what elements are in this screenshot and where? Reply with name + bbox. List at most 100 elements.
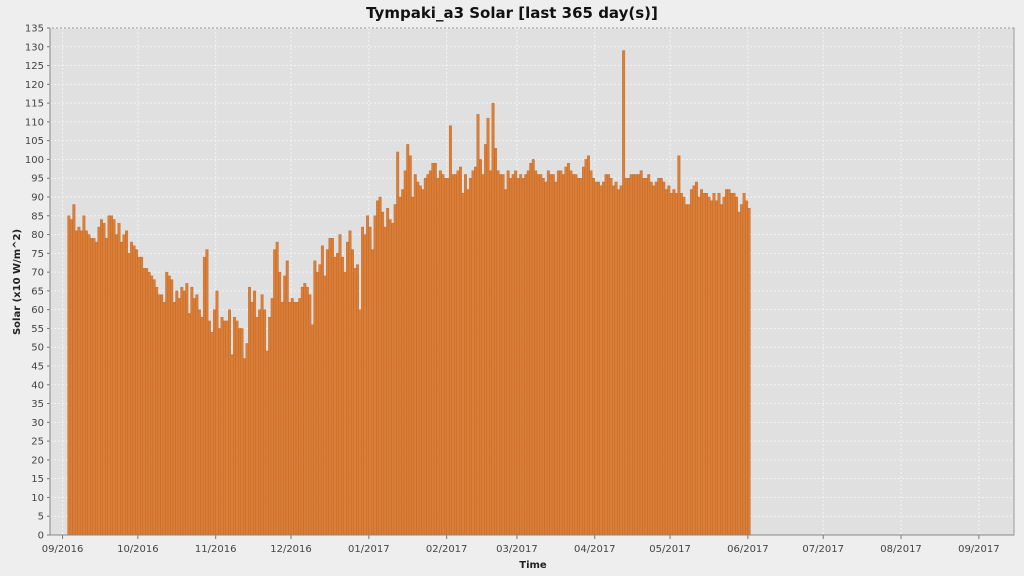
data-bar [627, 178, 631, 536]
data-bar [105, 238, 108, 536]
data-bar [516, 178, 520, 536]
data-bar [592, 178, 595, 536]
x-tick-label: 03/2017 [496, 544, 538, 555]
data-bar [325, 249, 329, 536]
data-bar [521, 178, 525, 536]
data-bar [125, 230, 129, 536]
y-tick-label: 130 [25, 42, 44, 53]
data-bar [712, 193, 716, 536]
data-bar [682, 196, 686, 536]
data-bar [448, 125, 452, 536]
data-bar [687, 204, 691, 536]
data-bar [172, 301, 176, 536]
data-bar [318, 264, 322, 536]
data-bar [574, 174, 578, 536]
x-tick-label: 06/2017 [727, 544, 769, 555]
data-bar [280, 301, 284, 536]
data-bar [524, 174, 528, 536]
data-bar [353, 268, 357, 536]
data-bar [185, 283, 189, 536]
data-bar [496, 170, 500, 536]
data-bar [506, 170, 510, 536]
data-bar [79, 230, 83, 536]
data-bar [373, 215, 377, 536]
data-bar [132, 245, 136, 536]
y-tick-label: 125 [25, 61, 44, 72]
x-tick-label: 05/2017 [649, 544, 691, 555]
x-tick-label: 11/2016 [195, 544, 237, 555]
data-bar [541, 178, 545, 536]
data-bar [233, 316, 236, 536]
data-bar [456, 170, 460, 536]
x-tick-label: 08/2017 [880, 544, 922, 555]
data-bar [363, 234, 367, 536]
data-bar [115, 234, 118, 536]
data-bar [564, 166, 568, 536]
data-bar [356, 264, 359, 536]
y-tick-label: 0 [38, 531, 44, 542]
data-bar [589, 170, 593, 536]
data-bar [576, 178, 580, 536]
data-bar [722, 196, 726, 536]
x-tick-label: 10/2016 [117, 544, 159, 555]
data-bar [531, 159, 535, 536]
data-bar [283, 275, 287, 536]
data-bar [692, 185, 696, 536]
y-tick-label: 55 [31, 324, 44, 335]
data-bar [177, 298, 181, 536]
data-bar [647, 174, 651, 536]
y-tick-label: 115 [25, 99, 44, 110]
data-bar [328, 238, 332, 536]
data-bar [270, 298, 274, 536]
data-bar [499, 174, 503, 536]
data-bar [438, 170, 442, 536]
x-tick-label: 01/2017 [348, 544, 390, 555]
data-bar [285, 260, 289, 536]
data-bar [391, 223, 395, 536]
data-bar [464, 174, 467, 536]
data-bar [92, 238, 96, 536]
data-bar [471, 170, 475, 536]
y-tick-label: 100 [25, 155, 44, 166]
data-bar [599, 185, 603, 536]
data-bar [571, 174, 575, 536]
data-bar [303, 283, 307, 536]
data-bar [333, 256, 337, 536]
data-bar [747, 208, 751, 536]
data-bar [310, 324, 314, 536]
data-bar [459, 166, 462, 536]
data-bar [112, 219, 116, 536]
data-bar [632, 174, 636, 536]
data-bar [330, 238, 334, 536]
data-bar [416, 181, 420, 536]
data-bar [398, 196, 402, 536]
data-bar [175, 290, 179, 536]
data-bar [403, 170, 407, 536]
data-bar [89, 238, 93, 536]
data-bar [130, 241, 134, 536]
data-bar [694, 181, 698, 536]
data-bar [619, 185, 623, 536]
data-bar [406, 144, 410, 536]
data-bar [69, 219, 73, 536]
data-bar [566, 162, 570, 536]
data-bar [594, 181, 598, 536]
data-bar [135, 249, 139, 536]
data-bar [433, 162, 437, 536]
data-bar [732, 193, 736, 536]
data-bar [258, 309, 262, 536]
y-tick-label: 30 [31, 418, 44, 429]
data-bar [87, 234, 91, 536]
data-bar [348, 230, 352, 536]
data-bar [436, 178, 440, 536]
data-bar [366, 215, 370, 536]
data-bar [654, 181, 658, 536]
data-bar [205, 249, 209, 536]
data-bar [634, 174, 638, 536]
data-bar [381, 211, 385, 536]
data-bar [491, 102, 495, 536]
data-bar [509, 178, 513, 536]
data-bar [705, 193, 708, 536]
data-bar [667, 185, 671, 536]
data-bar [215, 290, 219, 536]
